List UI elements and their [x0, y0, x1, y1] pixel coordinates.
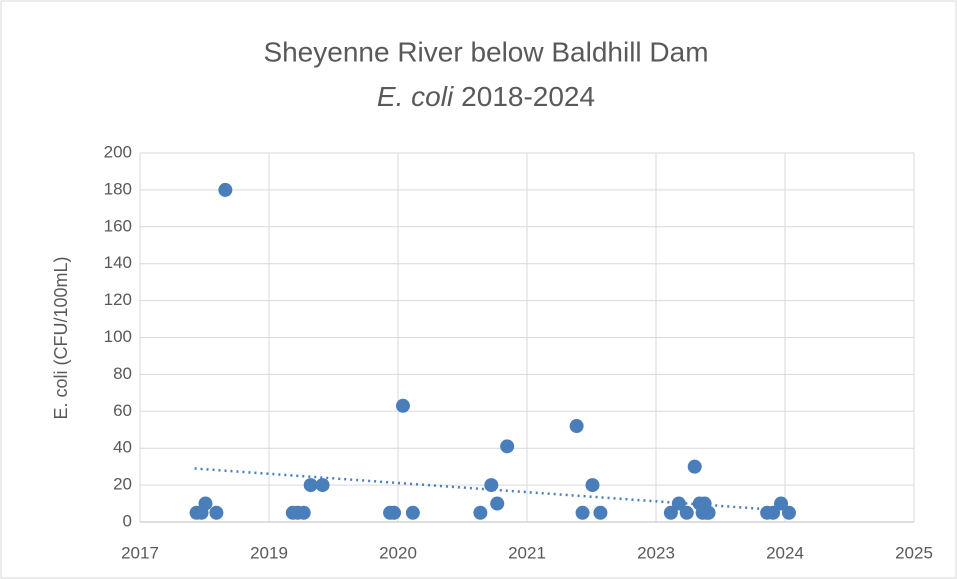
data-point: [671, 496, 686, 511]
y-tick-label: 120: [104, 290, 132, 309]
data-point: [473, 505, 488, 520]
x-tick-label: 2017: [121, 543, 159, 562]
x-tick-label: 2019: [250, 543, 288, 562]
data-point: [209, 505, 224, 520]
subtitle-italic: E. coli: [377, 81, 454, 112]
x-tick-label: 2021: [508, 543, 546, 562]
data-point: [663, 505, 678, 520]
data-point: [781, 505, 796, 520]
y-axis-label: E. coli (CFU/100mL): [51, 256, 71, 419]
y-tick-label: 160: [104, 216, 132, 235]
x-tick-label: 2024: [766, 543, 804, 562]
data-point: [687, 459, 702, 474]
data-point: [484, 478, 499, 493]
data-point: [387, 505, 402, 520]
y-tick-label: 80: [113, 364, 132, 383]
data-point: [500, 439, 515, 454]
y-tick-label: 20: [113, 475, 132, 494]
data-point: [198, 496, 213, 511]
chart-subtitle: E. coli 2018-2024: [377, 81, 595, 112]
y-tick-label: 60: [113, 401, 132, 420]
y-tick-label: 40: [113, 438, 132, 457]
data-point: [405, 505, 420, 520]
data-point: [218, 182, 233, 197]
x-tick-label: 2020: [379, 543, 417, 562]
data-point: [303, 478, 318, 493]
data-point: [679, 505, 694, 520]
data-point: [575, 505, 590, 520]
subtitle-text: 2018-2024: [461, 81, 595, 112]
x-tick-label: 2025: [895, 543, 933, 562]
data-point: [585, 478, 600, 493]
data-point: [766, 505, 781, 520]
data-point: [395, 398, 410, 413]
data-point: [701, 505, 716, 520]
data-point: [569, 419, 584, 434]
data-point: [296, 505, 311, 520]
data-point: [593, 505, 608, 520]
chart-title: Sheyenne River below Baldhill Dam: [263, 36, 708, 67]
data-point: [315, 478, 330, 493]
y-tick-label: 140: [104, 253, 132, 272]
y-tick-label: 100: [104, 327, 132, 346]
y-tick-label: 180: [104, 179, 132, 198]
y-tick-label: 200: [104, 142, 132, 161]
data-point: [490, 496, 505, 511]
data-point: [774, 496, 789, 511]
y-tick-label: 0: [123, 511, 132, 530]
x-tick-label: 2023: [637, 543, 675, 562]
